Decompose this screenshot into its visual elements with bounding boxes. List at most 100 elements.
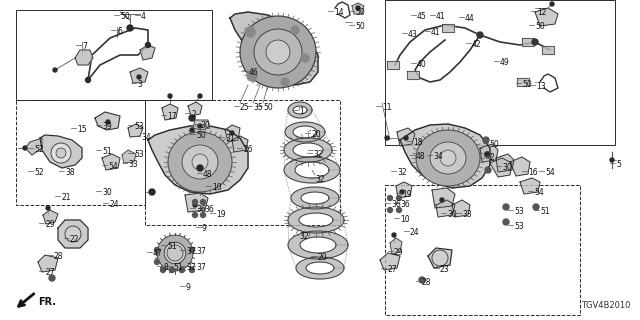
Text: 40: 40 xyxy=(417,60,427,69)
Circle shape xyxy=(477,32,483,38)
Polygon shape xyxy=(291,187,339,209)
Text: 36: 36 xyxy=(196,205,205,214)
Circle shape xyxy=(189,268,195,273)
Circle shape xyxy=(392,233,396,237)
Text: 33: 33 xyxy=(128,160,138,169)
Polygon shape xyxy=(288,207,344,233)
Polygon shape xyxy=(284,138,332,162)
Circle shape xyxy=(189,247,195,252)
Text: 22: 22 xyxy=(70,235,79,244)
Polygon shape xyxy=(193,120,210,130)
Text: 37: 37 xyxy=(196,263,205,272)
Polygon shape xyxy=(428,248,452,268)
Text: 26: 26 xyxy=(243,145,253,154)
Polygon shape xyxy=(232,136,248,152)
Ellipse shape xyxy=(56,148,66,158)
Text: 54: 54 xyxy=(108,162,118,171)
Text: 51: 51 xyxy=(173,263,182,272)
Polygon shape xyxy=(188,102,202,116)
Bar xyxy=(16,100,145,205)
Text: 11: 11 xyxy=(382,103,392,112)
Polygon shape xyxy=(285,122,325,142)
Polygon shape xyxy=(400,124,490,188)
Ellipse shape xyxy=(167,245,183,261)
Text: 10: 10 xyxy=(400,215,410,224)
Text: 53: 53 xyxy=(514,222,524,231)
Polygon shape xyxy=(122,150,136,163)
Circle shape xyxy=(190,128,194,132)
Circle shape xyxy=(483,137,489,143)
Circle shape xyxy=(503,204,509,210)
Text: 18: 18 xyxy=(413,138,422,147)
Circle shape xyxy=(356,6,360,10)
Circle shape xyxy=(301,54,309,62)
Text: 51: 51 xyxy=(167,242,177,251)
Polygon shape xyxy=(25,138,42,155)
Polygon shape xyxy=(284,157,340,183)
Ellipse shape xyxy=(157,235,193,271)
Polygon shape xyxy=(185,193,208,212)
Bar xyxy=(385,185,580,315)
Text: 54: 54 xyxy=(534,188,544,197)
Text: 30: 30 xyxy=(502,163,512,172)
Ellipse shape xyxy=(440,150,456,166)
Text: 27: 27 xyxy=(45,268,54,277)
Polygon shape xyxy=(148,126,248,194)
Polygon shape xyxy=(230,12,318,85)
Polygon shape xyxy=(396,182,412,198)
Text: 32: 32 xyxy=(315,175,324,184)
Text: 13: 13 xyxy=(536,82,546,91)
Text: 19: 19 xyxy=(402,190,412,199)
Text: 4: 4 xyxy=(141,12,146,21)
Circle shape xyxy=(193,199,198,204)
Polygon shape xyxy=(95,112,120,130)
Text: 1: 1 xyxy=(299,107,304,116)
Text: 36: 36 xyxy=(204,205,214,214)
Circle shape xyxy=(197,165,203,171)
Circle shape xyxy=(189,115,195,121)
Circle shape xyxy=(485,152,489,156)
Text: 43: 43 xyxy=(408,30,418,39)
Text: 52: 52 xyxy=(34,168,44,177)
Text: 24: 24 xyxy=(109,200,118,209)
Ellipse shape xyxy=(254,29,302,75)
Bar xyxy=(16,10,212,100)
Polygon shape xyxy=(542,46,554,54)
Circle shape xyxy=(533,204,539,210)
Circle shape xyxy=(127,25,133,31)
Text: 25: 25 xyxy=(240,103,250,112)
Text: 37: 37 xyxy=(196,247,205,256)
Text: 2: 2 xyxy=(191,110,196,119)
Text: 28: 28 xyxy=(422,278,431,287)
Circle shape xyxy=(23,146,27,150)
Text: 16: 16 xyxy=(528,168,538,177)
Text: 31: 31 xyxy=(225,134,235,143)
Polygon shape xyxy=(380,253,400,270)
Text: 53: 53 xyxy=(134,122,144,131)
Circle shape xyxy=(198,94,202,98)
Text: 23: 23 xyxy=(440,265,450,274)
Text: 50: 50 xyxy=(355,22,365,31)
Text: 12: 12 xyxy=(537,8,547,17)
Circle shape xyxy=(245,27,255,37)
Text: 10: 10 xyxy=(212,183,221,192)
Text: 8: 8 xyxy=(163,263,168,272)
Text: 20: 20 xyxy=(317,253,326,262)
Text: 33: 33 xyxy=(462,210,472,219)
Polygon shape xyxy=(452,200,470,217)
Polygon shape xyxy=(390,238,402,254)
Text: 50: 50 xyxy=(120,12,130,21)
Circle shape xyxy=(400,190,404,194)
Polygon shape xyxy=(407,71,419,79)
Text: 38: 38 xyxy=(65,168,75,177)
Polygon shape xyxy=(442,24,454,32)
Text: 6: 6 xyxy=(117,27,122,36)
Text: 48: 48 xyxy=(203,170,212,179)
Text: 14: 14 xyxy=(334,8,344,17)
Text: 17: 17 xyxy=(167,112,177,121)
Polygon shape xyxy=(40,135,82,168)
Text: 42: 42 xyxy=(472,40,482,49)
Text: 44: 44 xyxy=(465,14,475,23)
Bar xyxy=(145,100,340,225)
Circle shape xyxy=(198,124,202,128)
